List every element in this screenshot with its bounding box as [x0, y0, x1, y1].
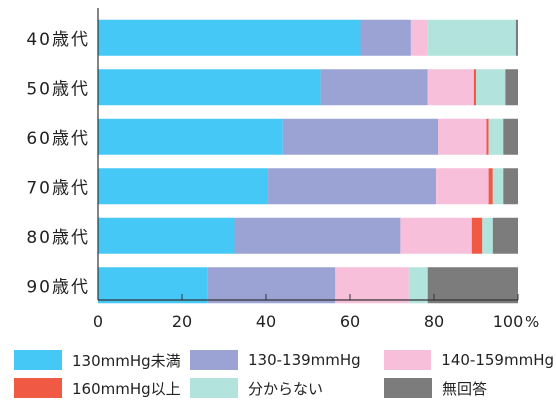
bar-segment-1-2	[360, 19, 411, 56]
legend-item-6: 無回答	[384, 378, 554, 399]
x-tick-label-6: 100	[493, 312, 524, 331]
legend-label-3: 140-159mmHg	[441, 351, 554, 369]
legend-swatch-1	[14, 350, 62, 370]
bar-segment-2-1	[98, 69, 321, 106]
bar-segment-3-5	[488, 118, 504, 155]
bar-segment-1-3	[410, 19, 428, 56]
bar-segment-3-4	[486, 118, 489, 155]
bar-segment-4-3	[436, 168, 489, 205]
bar-segment-1-1	[98, 19, 361, 56]
legend-swatch-5	[190, 378, 238, 398]
bar-segment-2-2	[320, 69, 428, 106]
bar-segment-3-2	[282, 118, 439, 155]
legend-item-4: 160mmHg以上	[14, 378, 190, 399]
y-label-5: 80歳代	[26, 228, 90, 248]
legend: 130mmHg未満 130-139mmHg 140-159mmHg 160mmH…	[14, 346, 554, 402]
legend-label-1: 130mmHg未満	[72, 351, 181, 370]
bar-segment-4-1	[98, 168, 269, 205]
x-tick-label-5: 80	[424, 312, 444, 331]
y-label-6: 90歳代	[26, 277, 90, 297]
bar-segment-2-5	[476, 69, 506, 106]
bar-segment-5-3	[400, 217, 472, 254]
bar-segment-4-2	[268, 168, 437, 205]
x-tick-label-1: 0	[93, 312, 103, 331]
legend-row-1: 130mmHg未満 130-139mmHg 140-159mmHg	[14, 346, 554, 374]
x-axis-ticks: 0 20 40 60 80 100%	[93, 294, 539, 331]
bar-segment-5-4	[471, 217, 483, 254]
legend-label-6: 無回答	[442, 379, 488, 398]
axes	[97, 8, 518, 301]
legend-swatch-6	[384, 378, 432, 398]
y-axis-labels: 40歳代 50歳代 60歳代 70歳代 80歳代 90歳代	[26, 30, 90, 298]
bar-segment-6-1	[98, 267, 208, 304]
bar-segment-2-4	[473, 69, 476, 106]
bar-segment-1-5	[427, 19, 516, 56]
bar-segment-3-3	[438, 118, 487, 155]
bar-segment-6-6	[427, 267, 518, 304]
x-tick-label-2: 20	[172, 312, 192, 331]
legend-label-2: 130-139mmHg	[248, 351, 361, 369]
bar-segment-5-2	[234, 217, 401, 254]
bar-segment-1-6	[515, 19, 518, 56]
bar-segment-3-6	[503, 118, 518, 155]
bar-segment-2-6	[505, 69, 518, 106]
y-label-1: 40歳代	[26, 30, 90, 50]
bar-segment-3-1	[98, 118, 283, 155]
legend-row-2: 160mmHg以上 分からない 無回答	[14, 374, 554, 402]
legend-label-5: 分からない	[248, 379, 324, 398]
bars	[98, 19, 518, 304]
stacked-bar-chart: 40歳代 50歳代 60歳代 70歳代 80歳代 90歳代 0 20 40 60 80 100%	[26, 8, 539, 331]
bar-segment-6-2	[207, 267, 336, 304]
legend-item-1: 130mmHg未満	[14, 350, 190, 371]
legend-swatch-2	[190, 350, 238, 370]
y-label-3: 60歳代	[26, 129, 90, 149]
legend-swatch-3	[384, 350, 432, 370]
x-tick-label-4: 60	[340, 312, 360, 331]
legend-item-5: 分からない	[190, 378, 384, 399]
bar-segment-2-3	[427, 69, 474, 106]
y-label-2: 50歳代	[26, 79, 90, 99]
bar-segment-4-4	[488, 168, 493, 205]
legend-item-2: 130-139mmHg	[190, 350, 384, 370]
bar-segment-6-3	[335, 267, 409, 304]
y-label-4: 70歳代	[26, 178, 90, 198]
bar-segment-4-6	[503, 168, 518, 205]
legend-swatch-4	[14, 378, 62, 398]
bar-segment-5-1	[98, 217, 235, 254]
bar-segment-6-5	[408, 267, 428, 304]
x-unit-label: %	[525, 313, 539, 331]
bar-segment-4-5	[492, 168, 504, 205]
x-tick-label-3: 40	[256, 312, 276, 331]
legend-label-4: 160mmHg以上	[72, 379, 181, 398]
legend-item-3: 140-159mmHg	[384, 350, 554, 370]
bar-segment-5-6	[492, 217, 518, 254]
bar-segment-5-5	[482, 217, 493, 254]
